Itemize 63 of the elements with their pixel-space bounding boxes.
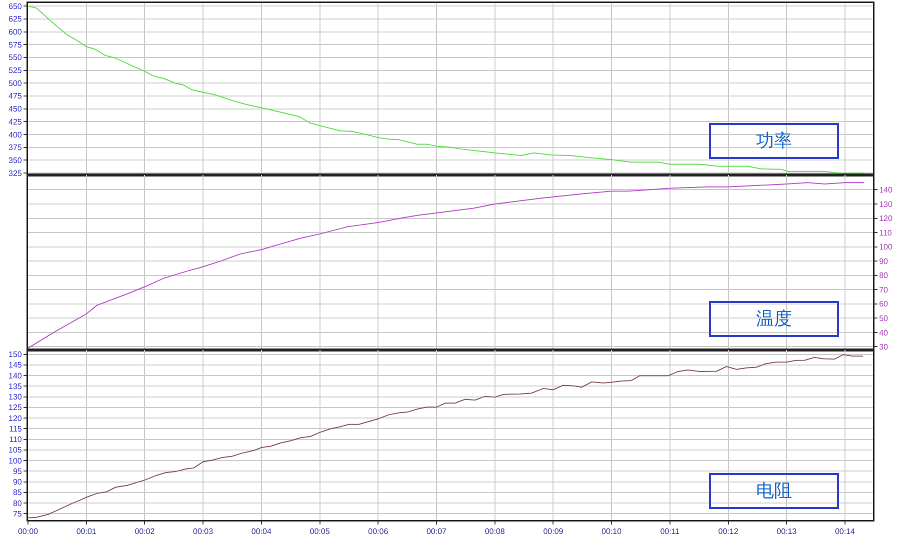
y2-tick-label: 80 (879, 271, 889, 280)
y-tick-label: 140 (8, 371, 22, 380)
y-tick-label: 75 (12, 509, 22, 518)
y-tick-label: 115 (9, 424, 22, 434)
x-tick-label: 00:13 (776, 527, 798, 536)
y-tick-label: 525 (8, 66, 22, 76)
x-tick-label: 00:04 (251, 527, 272, 536)
x-tick-label: 00:09 (543, 527, 564, 536)
y-tick-label: 85 (12, 488, 22, 498)
line-series (28, 6, 865, 174)
x-tick-label: 00:12 (718, 527, 739, 536)
text: 温度 (756, 308, 792, 330)
x-tick-label: 00:11 (660, 527, 680, 536)
y2-tick-label: 70 (879, 285, 889, 294)
y-tick-label: 625 (8, 14, 22, 24)
x-tick-label: 00:00 (18, 527, 39, 536)
y-tick-label: 80 (12, 498, 22, 508)
x-tick-label: 00:10 (602, 527, 622, 536)
y-tick-label: 425 (8, 117, 22, 126)
y-tick-label: 450 (8, 104, 22, 114)
y-tick-label: 650 (8, 2, 22, 11)
y-tick-label: 125 (8, 403, 22, 412)
x-tick-label: 00:01 (76, 527, 97, 536)
y2-tick-label: 40 (879, 328, 889, 338)
y-tick-label: 130 (8, 392, 22, 402)
y-tick-label: 150 (8, 350, 22, 360)
y-tick-label: 135 (8, 382, 22, 391)
y-tick-label: 350 (8, 156, 22, 165)
y-tick-label: 105 (8, 446, 22, 455)
y2-tick-label: 100 (879, 242, 893, 252)
y-tick-label: 325 (8, 168, 22, 178)
y-tick-label: 100 (8, 456, 22, 466)
y2-tick-label: 120 (879, 214, 893, 224)
y-tick-label: 145 (8, 360, 22, 370)
line-series (28, 182, 865, 349)
y-tick-label: 375 (8, 143, 22, 152)
text: 电阻 (756, 480, 792, 502)
y-tick-label: 475 (8, 92, 22, 101)
y2-tick-label: 110 (879, 228, 892, 238)
x-tick-label: 00:07 (426, 527, 448, 536)
y2-tick-label: 50 (879, 314, 889, 323)
y-tick-label: 600 (8, 28, 22, 37)
x-tick-label: 00:08 (484, 527, 506, 536)
y-tick-label: 110 (9, 435, 22, 444)
y2-tick-label: 90 (879, 256, 889, 266)
y2-tick-label: 140 (879, 186, 893, 194)
y2-tick-label: 30 (879, 342, 889, 352)
y2-tick-label: 60 (879, 300, 889, 309)
x-tick-label: 00:02 (134, 527, 156, 536)
y-tick-label: 575 (8, 40, 22, 50)
y-tick-label: 95 (12, 466, 22, 476)
line-series (28, 354, 864, 518)
y-tick-label: 120 (8, 414, 22, 423)
y-tick-label: 90 (12, 478, 22, 487)
x-tick-label: 00:06 (368, 527, 389, 536)
y-tick-label: 550 (8, 53, 22, 62)
x-tick-label: 00:05 (310, 527, 330, 536)
y-tick-label: 400 (8, 130, 22, 140)
x-tick-label: 00:03 (193, 527, 214, 536)
y2-tick-label: 130 (879, 200, 893, 209)
x-tick-label: 00:14 (834, 527, 856, 536)
y-tick-label: 500 (8, 78, 22, 88)
text: 功率 (756, 130, 792, 152)
